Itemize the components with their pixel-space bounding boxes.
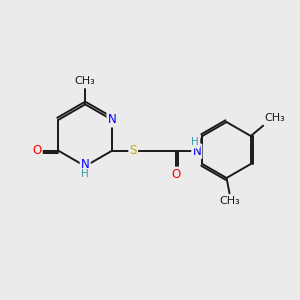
Text: N: N bbox=[81, 158, 90, 171]
Text: CH₃: CH₃ bbox=[219, 196, 240, 206]
Text: H: H bbox=[81, 169, 89, 179]
Text: N: N bbox=[192, 145, 201, 158]
Text: S: S bbox=[130, 144, 137, 157]
Text: O: O bbox=[171, 168, 180, 181]
Text: CH₃: CH₃ bbox=[265, 113, 285, 123]
Text: CH₃: CH₃ bbox=[75, 76, 96, 85]
Text: N: N bbox=[108, 113, 116, 126]
Text: H: H bbox=[191, 137, 199, 148]
Text: O: O bbox=[32, 144, 42, 157]
